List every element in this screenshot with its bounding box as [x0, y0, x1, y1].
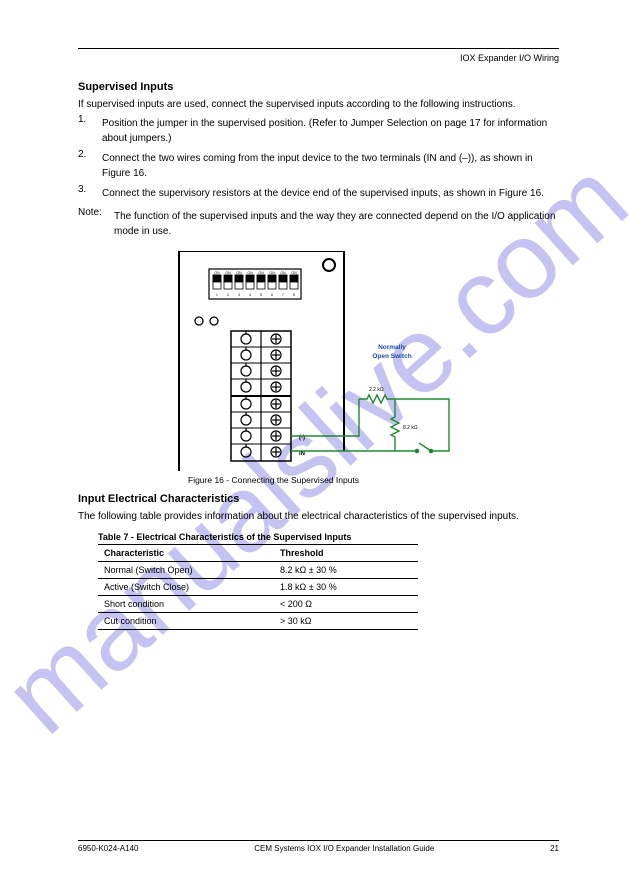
col-characteristic: Characteristic: [98, 545, 274, 562]
intro-paragraph: If supervised inputs are used, connect t…: [78, 97, 559, 112]
figure-wiring-diagram: ON ON ON ON ON ON ON ON 1 2 3 4 5 6 7 8: [78, 251, 559, 471]
table-header-row: Characteristic Threshold: [98, 545, 418, 562]
svg-text:5: 5: [260, 293, 262, 297]
svg-text:1: 1: [216, 293, 218, 297]
dip-switch-icon: ON ON ON ON ON ON ON ON 1 2 3 4 5 6 7 8: [209, 269, 301, 299]
heading-electrical: Input Electrical Characteristics: [78, 493, 559, 505]
switch-title-2: Open Switch: [372, 353, 411, 360]
svg-text:2: 2: [227, 293, 229, 297]
step-text: Connect the supervisory resistors at the…: [102, 186, 544, 201]
heading-supervised-inputs: Supervised Inputs: [78, 81, 559, 93]
note: Note: The function of the supervised inp…: [78, 207, 559, 241]
svg-text:ON: ON: [258, 271, 264, 275]
svg-text:ON: ON: [280, 271, 286, 275]
table-row: Active (Switch Close)1.8 kΩ ± 30 %: [98, 579, 418, 596]
r1-label: 2.2 kΩ: [369, 387, 384, 393]
step-number: 3.: [78, 184, 90, 203]
svg-text:3: 3: [238, 293, 240, 297]
terminal-block-icon: [231, 331, 291, 461]
dip-on-label: ON: [214, 271, 220, 275]
page-content: IOX Expander I/O Wiring Supervised Input…: [0, 0, 629, 893]
col-threshold: Threshold: [274, 545, 418, 562]
svg-text:ON: ON: [247, 271, 253, 275]
svg-text:ON: ON: [225, 271, 231, 275]
footer: 6950-K024-A140 CEM Systems IOX I/O Expan…: [78, 840, 559, 853]
switch-title-1: Normally: [378, 344, 406, 351]
table-row: Cut condition> 30 kΩ: [98, 613, 418, 630]
step-1: 1. Position the jumper in the supervised…: [78, 114, 559, 148]
note-text: The function of the supervised inputs an…: [114, 209, 559, 239]
table-row: Short condition< 200 Ω: [98, 596, 418, 613]
svg-text:4: 4: [249, 293, 251, 297]
svg-text:ON: ON: [236, 271, 242, 275]
electrical-table: Characteristic Threshold Normal (Switch …: [98, 544, 418, 630]
note-label: Note:: [78, 207, 108, 241]
step-number: 1.: [78, 114, 90, 148]
figure-caption: Figure 16 - Connecting the Supervised In…: [188, 475, 559, 485]
electrical-intro: The following table provides information…: [78, 509, 559, 524]
running-header: IOX Expander I/O Wiring: [78, 53, 559, 63]
step-2: 2. Connect the two wires coming from the…: [78, 149, 559, 183]
step-number: 2.: [78, 149, 90, 183]
table-title: Table 7 - Electrical Characteristics of …: [98, 532, 559, 542]
step-text: Connect the two wires coming from the in…: [102, 151, 559, 181]
step-text: Position the jumper in the supervised po…: [102, 116, 559, 146]
svg-text:ON: ON: [291, 271, 297, 275]
svg-text:ON: ON: [269, 271, 275, 275]
table-row: Normal (Switch Open)8.2 kΩ ± 30 %: [98, 562, 418, 579]
svg-text:8: 8: [293, 293, 295, 297]
r2-label: 8.2 kΩ: [403, 425, 418, 431]
svg-text:7: 7: [282, 293, 284, 297]
svg-text:6: 6: [271, 293, 273, 297]
footer-docno: 6950-K024-A140: [78, 844, 139, 853]
step-3: 3. Connect the supervisory resistors at …: [78, 184, 559, 203]
header-rule: [78, 48, 559, 49]
terminal-in-label: IN: [299, 451, 305, 457]
footer-product: CEM Systems IOX I/O Expander Installatio…: [254, 844, 434, 853]
circuit-icon: [291, 395, 449, 453]
footer-page: 21: [550, 844, 559, 853]
